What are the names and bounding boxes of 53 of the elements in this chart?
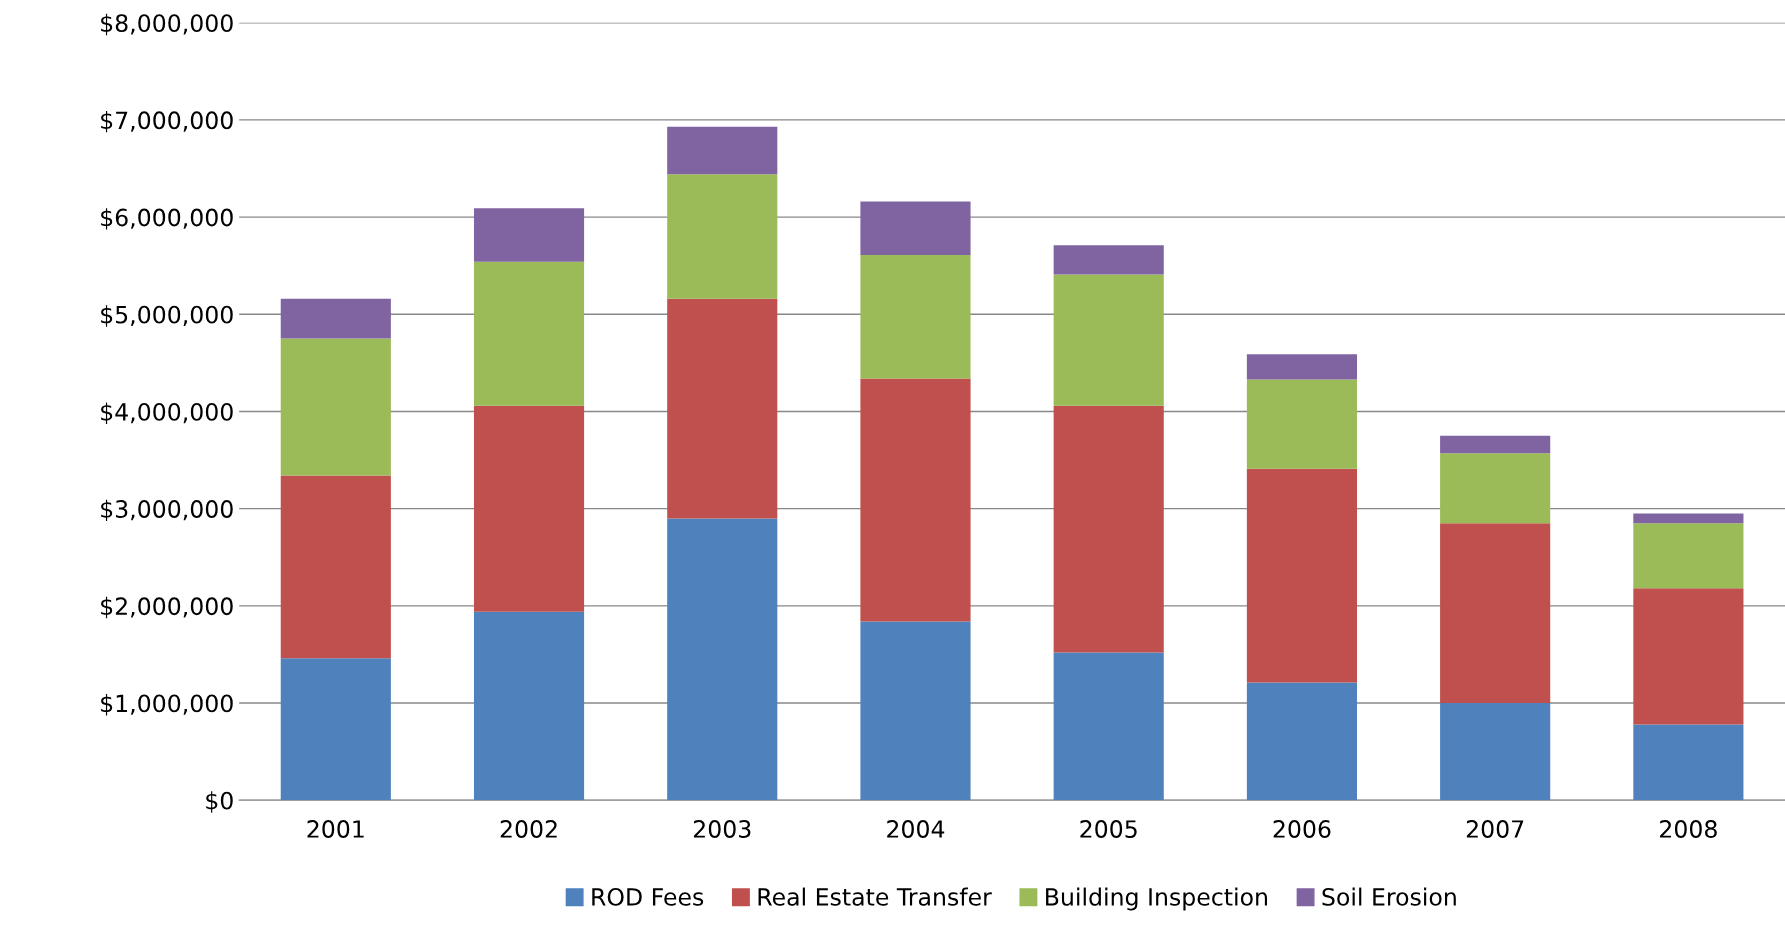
y-tick-label: $3,000,000 — [101, 499, 233, 522]
bar — [1440, 453, 1551, 524]
bar — [1440, 523, 1551, 704]
x-tick-label: 2001 — [307, 820, 364, 838]
bar — [1246, 682, 1357, 801]
bar — [1053, 652, 1164, 801]
bar — [1633, 513, 1744, 524]
y-tick-label: $2,000,000 — [101, 596, 233, 619]
bar — [1053, 405, 1164, 653]
x-tick-label: 2002 — [500, 820, 557, 838]
bar — [1246, 468, 1357, 683]
bar — [1053, 274, 1164, 406]
bar — [473, 405, 585, 612]
x-tick-label: 2006 — [1273, 820, 1331, 838]
legend-label: Real Estate Transfer — [758, 887, 992, 906]
x-tick-label: 2004 — [887, 820, 945, 838]
bar — [1440, 703, 1551, 801]
legend-label: Soil Erosion — [1322, 887, 1456, 906]
y-tick-label: $8,000,000 — [101, 13, 233, 36]
bar — [473, 261, 585, 406]
bar — [860, 621, 971, 801]
bar — [667, 126, 778, 175]
bar — [1053, 245, 1164, 275]
bar — [667, 174, 778, 299]
y-tick-label: $6,000,000 — [101, 208, 233, 230]
bar — [1633, 588, 1744, 725]
y-tick-label: $0 — [206, 791, 233, 813]
y-tick-label: $4,000,000 — [101, 402, 233, 424]
x-tick-label: 2007 — [1466, 820, 1524, 838]
legend-label: ROD Fees — [592, 887, 704, 906]
y-tick-label: $1,000,000 — [101, 694, 233, 716]
bar — [280, 338, 391, 476]
bar — [1246, 379, 1357, 469]
bar — [280, 298, 391, 339]
bar — [667, 518, 778, 801]
bar — [860, 378, 971, 622]
bar — [1246, 354, 1357, 380]
bar — [473, 611, 585, 801]
bar — [280, 658, 391, 801]
bar — [860, 255, 971, 379]
bar — [473, 208, 585, 262]
bar — [860, 201, 971, 255]
bar — [1633, 724, 1744, 801]
x-tick-label: 2005 — [1080, 820, 1137, 838]
bar — [280, 475, 391, 659]
bar — [1440, 435, 1551, 454]
bar — [667, 298, 778, 519]
bar — [1633, 523, 1744, 589]
x-tick-label: 2003 — [693, 820, 751, 838]
x-tick-label: 2008 — [1660, 820, 1717, 838]
legend-label: Building Inspection — [1046, 887, 1267, 911]
y-tick-label: $5,000,000 — [101, 305, 233, 327]
y-tick-label: $7,000,000 — [101, 110, 233, 133]
